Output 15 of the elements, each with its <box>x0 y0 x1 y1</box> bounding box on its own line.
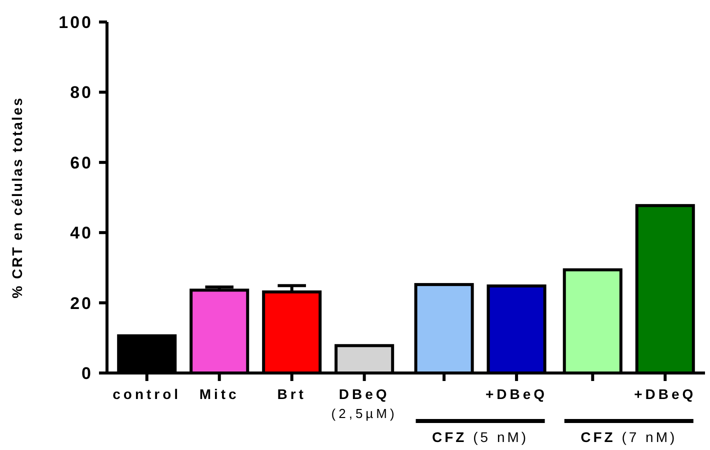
y-axis-title: % CRT en células totales <box>9 96 25 298</box>
text: CFZ (5 nM) <box>432 429 529 445</box>
y-tick-label: 100 <box>58 12 93 32</box>
x-tick-label: +DBeQ <box>486 386 548 402</box>
y-tick-label: 20 <box>70 294 93 313</box>
y-tick-label: 0 <box>82 364 93 383</box>
x-tick-label: control <box>112 386 182 402</box>
x-tick-label: +DBeQ <box>634 386 696 402</box>
y-tick-label: 60 <box>70 153 93 172</box>
x-tick-label: DBeQ (2,5µM) <box>331 386 398 421</box>
x-tick-label: Brt <box>277 386 306 402</box>
x-tick-label: Mitc <box>199 386 240 402</box>
y-tick-label: 40 <box>70 224 93 243</box>
text: CFZ (7 nM) <box>580 429 678 445</box>
y-tick-label: 80 <box>70 83 93 102</box>
